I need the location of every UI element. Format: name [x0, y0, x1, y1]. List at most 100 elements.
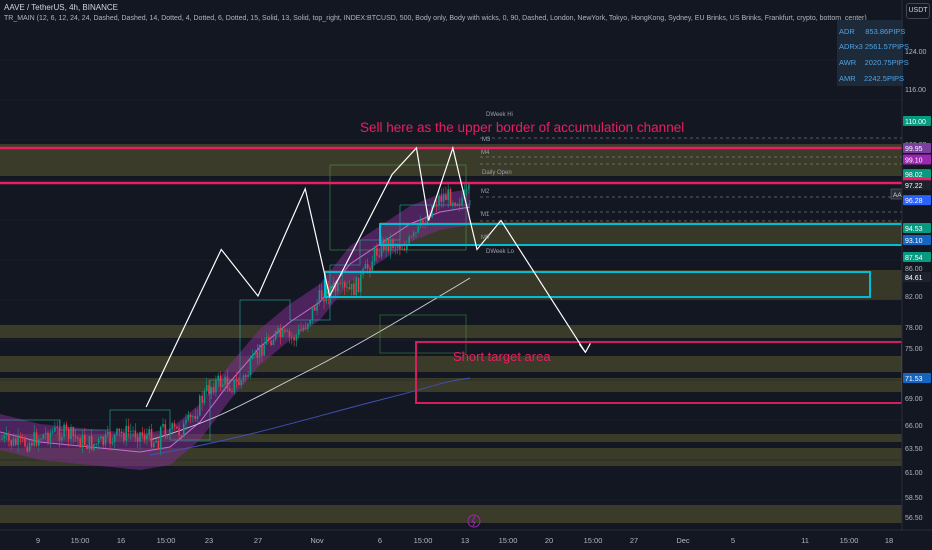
time-tick-label: 9 [36, 536, 40, 545]
candle-body [263, 344, 265, 356]
candle-body [350, 283, 353, 290]
step-line [330, 240, 361, 266]
price-tag-bg [903, 252, 931, 262]
candle-body [373, 247, 376, 262]
candle-body [171, 423, 173, 429]
candle-body [249, 359, 252, 375]
time-tick-label: 15:00 [71, 536, 90, 545]
candle-body [408, 236, 410, 244]
candle-body [189, 415, 192, 418]
sell-annotation: Sell here as the upper border of accumul… [360, 120, 684, 135]
candle-body [318, 290, 321, 303]
zone-band [0, 505, 902, 523]
candle-body [205, 385, 208, 391]
candle-body [226, 376, 229, 389]
candle-body [295, 335, 298, 341]
price-tag-bg [903, 272, 931, 282]
candle-body [54, 427, 56, 432]
candle-body [222, 384, 224, 387]
stats-row-amr: AMR 2242.5PIPS [839, 74, 904, 83]
candle-body [127, 425, 130, 433]
candle-body [111, 442, 114, 444]
candle-body [231, 391, 233, 392]
candle-body [159, 427, 162, 450]
candle-body [35, 432, 38, 446]
candle-body [438, 195, 440, 206]
candle-body [169, 428, 171, 436]
time-tick-label: 20 [545, 536, 553, 545]
candle-body [461, 197, 463, 205]
candle-body [88, 435, 91, 449]
candle-body [376, 247, 378, 256]
candle-body [72, 426, 75, 436]
price-tick-label: 61.00 [905, 470, 923, 477]
candle-body [415, 232, 417, 234]
zone-band [0, 356, 902, 372]
price-tag-bg [903, 169, 931, 180]
candle-body [67, 428, 70, 440]
zone-band [380, 222, 902, 246]
candle-body [396, 245, 399, 248]
target-annotation: Short target area [453, 349, 551, 364]
candle-body [334, 283, 337, 292]
candle-body [348, 287, 351, 290]
candle-body [380, 239, 383, 257]
candle-body [33, 432, 35, 446]
candle-body [392, 239, 394, 248]
price-tag-bg [903, 180, 931, 191]
ma-500-line [149, 377, 471, 456]
candle-body [219, 375, 222, 387]
candle-body [235, 380, 238, 382]
candle-body [433, 205, 436, 207]
candle-body [187, 415, 190, 420]
candle-body [19, 435, 22, 438]
candle-body [123, 433, 125, 441]
price-tag-bg [903, 116, 931, 126]
candle-body [406, 243, 408, 251]
candle-body [5, 433, 8, 436]
currency-button[interactable]: USDT [906, 3, 930, 19]
candle-body [454, 202, 456, 206]
stats-row-awr: AWR 2020.75PIPS [839, 58, 909, 67]
candle-body [343, 282, 346, 288]
price-tag-label: 93.10 [905, 238, 923, 245]
candle-body [95, 443, 98, 445]
step-line [240, 299, 291, 320]
candle-body [422, 220, 424, 224]
candle-body [116, 428, 118, 435]
candle-body [403, 248, 406, 251]
indicator-settings[interactable]: TR_MAIN (12, 6, 12, 24, 24, Dashed, Dash… [4, 15, 867, 22]
candle-body [401, 248, 403, 250]
candle-body [120, 431, 123, 434]
candle-body [61, 437, 63, 441]
candle-body [90, 435, 93, 450]
candle-body [468, 184, 470, 190]
price-tag-label: 94.53 [905, 226, 923, 233]
candle-body [81, 435, 84, 448]
candle-body [194, 416, 196, 419]
candle-body [261, 344, 263, 356]
candle-body [51, 431, 54, 433]
stats-label: AMR [839, 74, 856, 83]
time-tick-label: 15:00 [499, 536, 518, 545]
candle-body [279, 327, 282, 337]
candle-body [281, 329, 284, 337]
candle-body [26, 446, 29, 452]
time-tick-label: 6 [378, 536, 382, 545]
candle-body [100, 436, 102, 439]
candle-body [3, 435, 6, 439]
candle-body [364, 264, 367, 269]
candle-body [164, 423, 167, 437]
candle-body [307, 323, 309, 329]
event-icon [467, 514, 481, 528]
candle-body [366, 264, 369, 269]
candle-body [38, 439, 40, 446]
stats-row-adr: ADR 853.86PIPS [839, 27, 905, 36]
candle-body [357, 277, 360, 293]
candle-body [309, 319, 311, 324]
candle-body [118, 428, 121, 432]
time-tick-label: 27 [254, 536, 262, 545]
weekly-range-box [329, 164, 467, 251]
candle-body [435, 205, 438, 207]
